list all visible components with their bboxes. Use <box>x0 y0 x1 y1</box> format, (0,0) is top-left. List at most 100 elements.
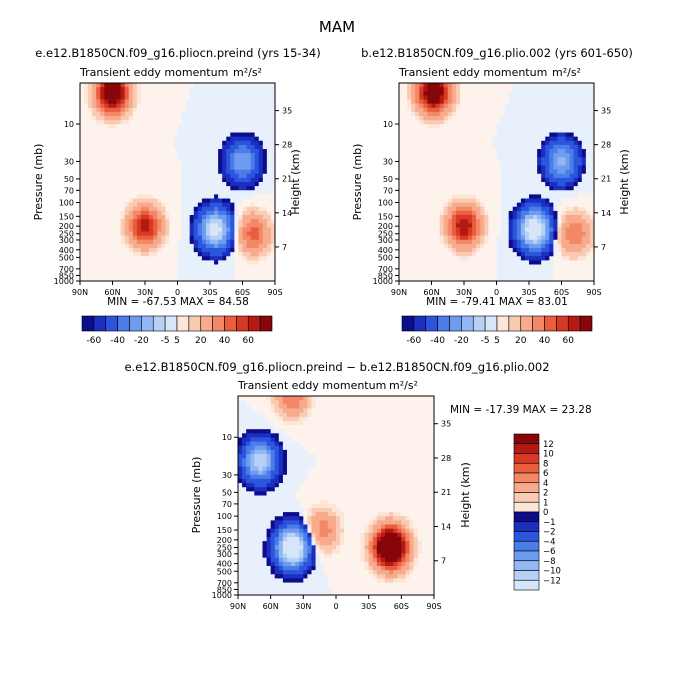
heat-cell <box>193 177 199 183</box>
heat-cell <box>116 83 122 88</box>
y-tick-label: 100 <box>59 199 74 208</box>
heat-cell <box>504 124 510 129</box>
heat-cell <box>266 136 272 142</box>
heat-cell <box>577 202 583 208</box>
heat-cell <box>262 276 268 282</box>
heat-cell <box>496 140 501 146</box>
heat-cell <box>431 177 436 183</box>
heat-cell <box>222 83 227 88</box>
heat-cell <box>435 157 441 162</box>
heat-cell <box>451 256 457 261</box>
heat-cell <box>140 132 146 138</box>
heat-cell <box>145 252 150 257</box>
heat-cell <box>541 231 546 237</box>
heat-cell <box>185 223 191 228</box>
heat-cell <box>419 231 424 237</box>
heat-cell <box>205 202 211 208</box>
heat-cell <box>529 206 534 212</box>
heat-cell <box>116 198 122 204</box>
heat-cell <box>120 132 126 138</box>
heat-cell <box>512 140 518 146</box>
heat-cell <box>419 223 424 228</box>
heat-cell <box>419 215 424 220</box>
heat-cell <box>173 272 178 278</box>
heat-cell <box>589 136 595 142</box>
heat-cell <box>541 132 546 138</box>
heat-cell <box>88 260 93 265</box>
heat-cell <box>415 107 420 113</box>
heat-cell <box>589 223 595 228</box>
heat-cell <box>581 248 587 253</box>
heat-cell <box>140 99 146 105</box>
heat-cell <box>185 268 191 274</box>
heat-cell <box>488 116 493 121</box>
heat-cell <box>589 99 595 105</box>
heat-cell <box>250 445 255 451</box>
colorbar-swatch <box>556 315 569 332</box>
heat-cell <box>258 83 264 88</box>
heat-cell <box>508 165 514 171</box>
heat-cell <box>270 173 276 179</box>
heat-cell <box>439 153 445 158</box>
heat-cell <box>589 215 595 220</box>
heat-cell <box>549 161 554 166</box>
heat-cell <box>226 169 231 175</box>
heat-cell <box>549 235 554 241</box>
heat-cell <box>464 116 469 121</box>
colorbar-swatch <box>129 315 142 332</box>
heat-cell <box>96 256 101 261</box>
heat-cell <box>100 198 105 204</box>
heat-cell <box>205 235 211 241</box>
heat-cell <box>177 186 182 191</box>
heat-cell <box>524 235 530 241</box>
x-tick-label: 60N <box>104 288 120 297</box>
heat-cell <box>88 177 93 183</box>
heat-cell <box>140 116 146 121</box>
heat-cell <box>189 227 195 232</box>
heat-cell <box>230 256 235 261</box>
heat-cell <box>464 157 469 162</box>
heat-cell <box>80 83 85 88</box>
heat-cell <box>419 252 424 257</box>
heat-cell <box>399 165 404 171</box>
heat-cell <box>589 272 595 278</box>
heat-cell <box>423 223 428 228</box>
heat-cell <box>177 153 182 158</box>
heat-cell <box>585 144 591 150</box>
heat-cell <box>581 128 587 133</box>
heat-cell <box>246 404 251 409</box>
heat-cell <box>419 157 424 162</box>
heat-cell <box>136 149 142 154</box>
heat-cell <box>427 256 432 261</box>
heat-cell <box>573 194 579 199</box>
heat-cell <box>464 223 469 228</box>
heat-cell <box>585 186 591 191</box>
heat-cell <box>549 198 554 204</box>
heat-cell <box>537 116 542 121</box>
heat-cell <box>573 223 579 228</box>
heat-cell <box>435 144 441 150</box>
heat-cell <box>140 107 146 113</box>
heat-cell <box>104 169 109 175</box>
heat-cell <box>128 149 134 154</box>
heat-cell <box>476 128 481 133</box>
heat-cell <box>100 260 105 265</box>
heat-cell <box>153 194 158 199</box>
heat-cell <box>250 396 255 401</box>
heat-cell <box>92 153 97 158</box>
heat-cell <box>561 215 566 220</box>
heat-cell <box>165 95 170 100</box>
heat-cell <box>254 272 260 278</box>
heat-cell <box>128 87 134 92</box>
heat-cell <box>112 198 117 204</box>
heat-cell <box>210 149 215 154</box>
heat-cell <box>496 260 501 265</box>
y-tick-label: 150 <box>59 212 74 221</box>
heat-cell <box>565 268 571 274</box>
colorbar-label: -40 <box>110 336 125 346</box>
heat-cell <box>577 140 583 146</box>
heat-cell <box>403 264 408 270</box>
heat-cell <box>399 268 404 274</box>
heat-cell <box>205 116 211 121</box>
heat-cell <box>153 235 158 241</box>
